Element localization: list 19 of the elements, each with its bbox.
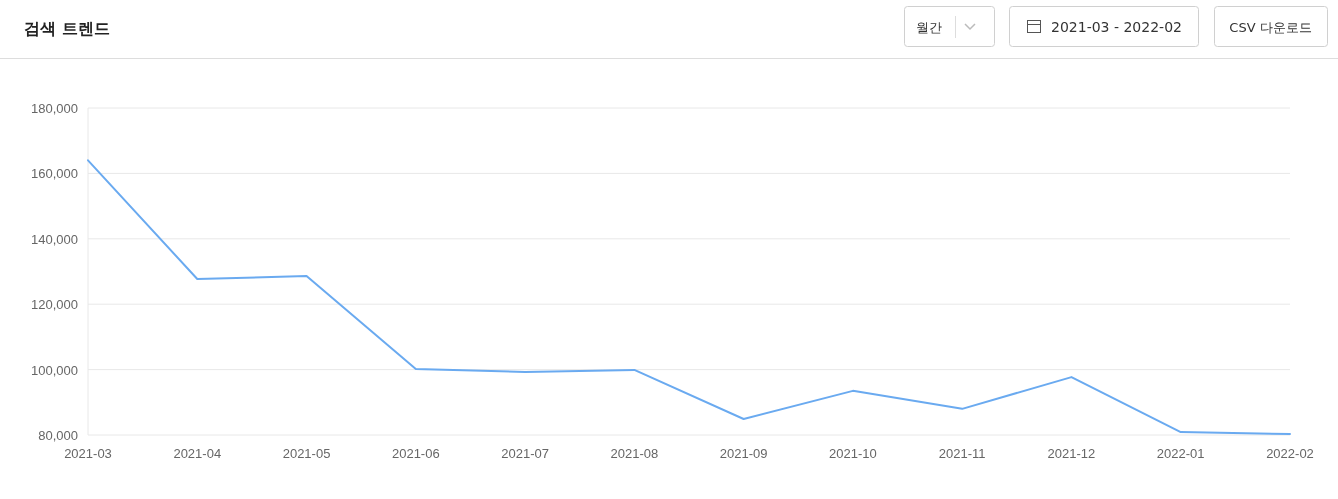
x-tick-label: 2022-01 — [1156, 446, 1205, 461]
x-tick-label: 2021-04 — [173, 446, 222, 461]
y-tick-label: 160,000 — [31, 166, 78, 182]
chart-title: 검색 트렌드 — [24, 19, 110, 38]
y-tick-label: 180,000 — [31, 101, 78, 116]
y-tick-label: 140,000 — [31, 231, 78, 247]
x-tick-label: 2021-12 — [1047, 446, 1096, 461]
x-tick-label: 2021-09 — [719, 446, 768, 461]
y-tick-label: 100,000 — [31, 362, 78, 378]
x-tick-label: 2022-02 — [1266, 446, 1314, 461]
x-tick-label: 2021-10 — [829, 446, 877, 461]
x-tick-label: 2021-05 — [282, 446, 331, 461]
y-tick-label: 120,000 — [31, 297, 78, 313]
x-tick-label: 2021-06 — [391, 446, 440, 461]
y-tick-label: 80,000 — [38, 428, 78, 443]
x-tick-label: 2021-08 — [610, 446, 659, 461]
x-tick-label: 2021-03 — [64, 446, 112, 461]
x-tick-label: 2021-11 — [938, 446, 986, 461]
x-tick-label: 2021-07 — [501, 446, 549, 461]
